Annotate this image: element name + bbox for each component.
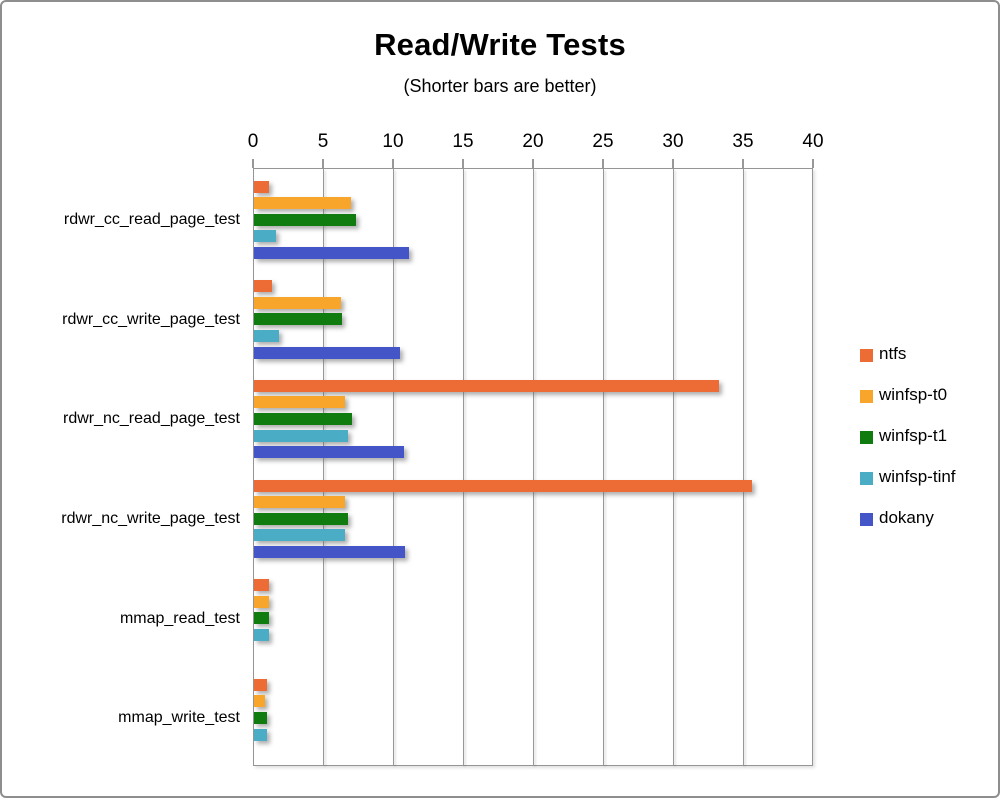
legend-label: winfsp-t0 bbox=[879, 385, 948, 404]
bar-winfsp-tinf bbox=[254, 628, 270, 641]
bar-winfsp-t0 bbox=[254, 496, 345, 509]
bar-winfsp-t0 bbox=[254, 396, 345, 409]
category-label: rdwr_cc_read_page_test bbox=[63, 210, 240, 228]
bar-dokany bbox=[254, 246, 410, 259]
chart-title: Read/Write Tests bbox=[374, 27, 626, 62]
legend-item-winfsp-t1: winfsp-t1 bbox=[860, 426, 947, 446]
bar-winfsp-tinf bbox=[254, 529, 345, 542]
gridline bbox=[322, 169, 324, 765]
bar-group-rdwr_nc_read_page_test bbox=[254, 368, 812, 468]
legend-swatch-icon bbox=[860, 472, 873, 485]
legend-label: winfsp-t1 bbox=[879, 426, 948, 445]
bar-group-mmap_write_test bbox=[254, 667, 812, 767]
x-tick-label: 30 bbox=[662, 131, 684, 152]
bar-group-rdwr_cc_read_page_test bbox=[254, 169, 812, 269]
category-label: rdwr_nc_write_page_test bbox=[61, 509, 240, 527]
x-tick-mark bbox=[462, 159, 464, 168]
legend-item-winfsp-t0: winfsp-t0 bbox=[860, 385, 947, 405]
gridline bbox=[672, 169, 674, 765]
bar-group-mmap_read_test bbox=[254, 568, 812, 668]
legend-label: ntfs bbox=[879, 344, 907, 363]
x-tick-label: 20 bbox=[522, 131, 544, 152]
bar-ntfs bbox=[254, 180, 270, 193]
x-tick-mark bbox=[532, 159, 534, 168]
bar-winfsp-t1 bbox=[254, 712, 267, 725]
bar-winfsp-t0 bbox=[254, 296, 341, 309]
bar-ntfs bbox=[254, 678, 267, 691]
x-tick-mark bbox=[672, 159, 674, 168]
gridline bbox=[392, 169, 394, 765]
gridline bbox=[462, 169, 464, 765]
legend-item-winfsp-tinf: winfsp-tinf bbox=[860, 467, 956, 487]
bar-winfsp-tinf bbox=[254, 329, 280, 342]
legend-swatch-icon bbox=[860, 390, 873, 403]
legend-label: dokany bbox=[879, 508, 934, 527]
bar-winfsp-t1 bbox=[254, 512, 348, 525]
gridline bbox=[742, 169, 744, 765]
bar-winfsp-t0 bbox=[254, 695, 266, 708]
bar-dokany bbox=[254, 545, 406, 558]
x-tick-mark bbox=[252, 159, 254, 168]
x-tick-label: 5 bbox=[317, 131, 329, 152]
bar-ntfs bbox=[254, 579, 270, 592]
bar-group-rdwr_cc_write_page_test bbox=[254, 269, 812, 369]
bar-ntfs bbox=[254, 379, 719, 392]
category-label: mmap_read_test bbox=[119, 609, 240, 627]
bar-winfsp-tinf bbox=[254, 230, 277, 243]
legend-swatch-icon bbox=[860, 349, 873, 362]
x-tick-label: 35 bbox=[732, 131, 754, 152]
bar-winfsp-t1 bbox=[254, 213, 357, 226]
x-tick-label: 15 bbox=[452, 131, 474, 152]
bar-winfsp-t1 bbox=[254, 413, 352, 426]
x-tick-mark bbox=[392, 159, 394, 168]
x-tick-label: 10 bbox=[382, 131, 404, 152]
gridline bbox=[602, 169, 604, 765]
bar-winfsp-tinf bbox=[254, 728, 267, 741]
x-tick-label: 0 bbox=[247, 131, 259, 152]
bar-winfsp-t0 bbox=[254, 595, 270, 608]
category-label: rdwr_nc_read_page_test bbox=[62, 410, 240, 428]
bar-winfsp-t1 bbox=[254, 612, 270, 625]
legend-item-dokany: dokany bbox=[860, 508, 934, 528]
bar-dokany bbox=[254, 346, 400, 359]
x-tick-mark bbox=[322, 159, 324, 168]
bar-winfsp-t1 bbox=[254, 313, 343, 326]
legend-swatch-icon bbox=[860, 513, 873, 526]
x-tick-mark bbox=[742, 159, 744, 168]
x-tick-mark bbox=[602, 159, 604, 168]
plot-area bbox=[253, 168, 813, 766]
bar-ntfs bbox=[254, 479, 753, 492]
gridline bbox=[532, 169, 534, 765]
bar-winfsp-t0 bbox=[254, 197, 351, 210]
x-tick-mark bbox=[812, 159, 814, 168]
category-label: rdwr_cc_write_page_test bbox=[62, 310, 240, 328]
x-tick-label: 25 bbox=[592, 131, 614, 152]
category-label: mmap_write_test bbox=[118, 709, 240, 727]
bar-winfsp-tinf bbox=[254, 429, 348, 442]
bar-ntfs bbox=[254, 280, 273, 293]
bar-group-rdwr_nc_write_page_test bbox=[254, 468, 812, 568]
chart-subtitle: (Shorter bars are better) bbox=[403, 76, 597, 96]
x-tick-label: 40 bbox=[802, 131, 824, 152]
legend-item-ntfs: ntfs bbox=[860, 344, 906, 364]
bar-dokany bbox=[254, 446, 404, 459]
legend-swatch-icon bbox=[860, 431, 873, 444]
legend-label: winfsp-tinf bbox=[879, 467, 956, 486]
